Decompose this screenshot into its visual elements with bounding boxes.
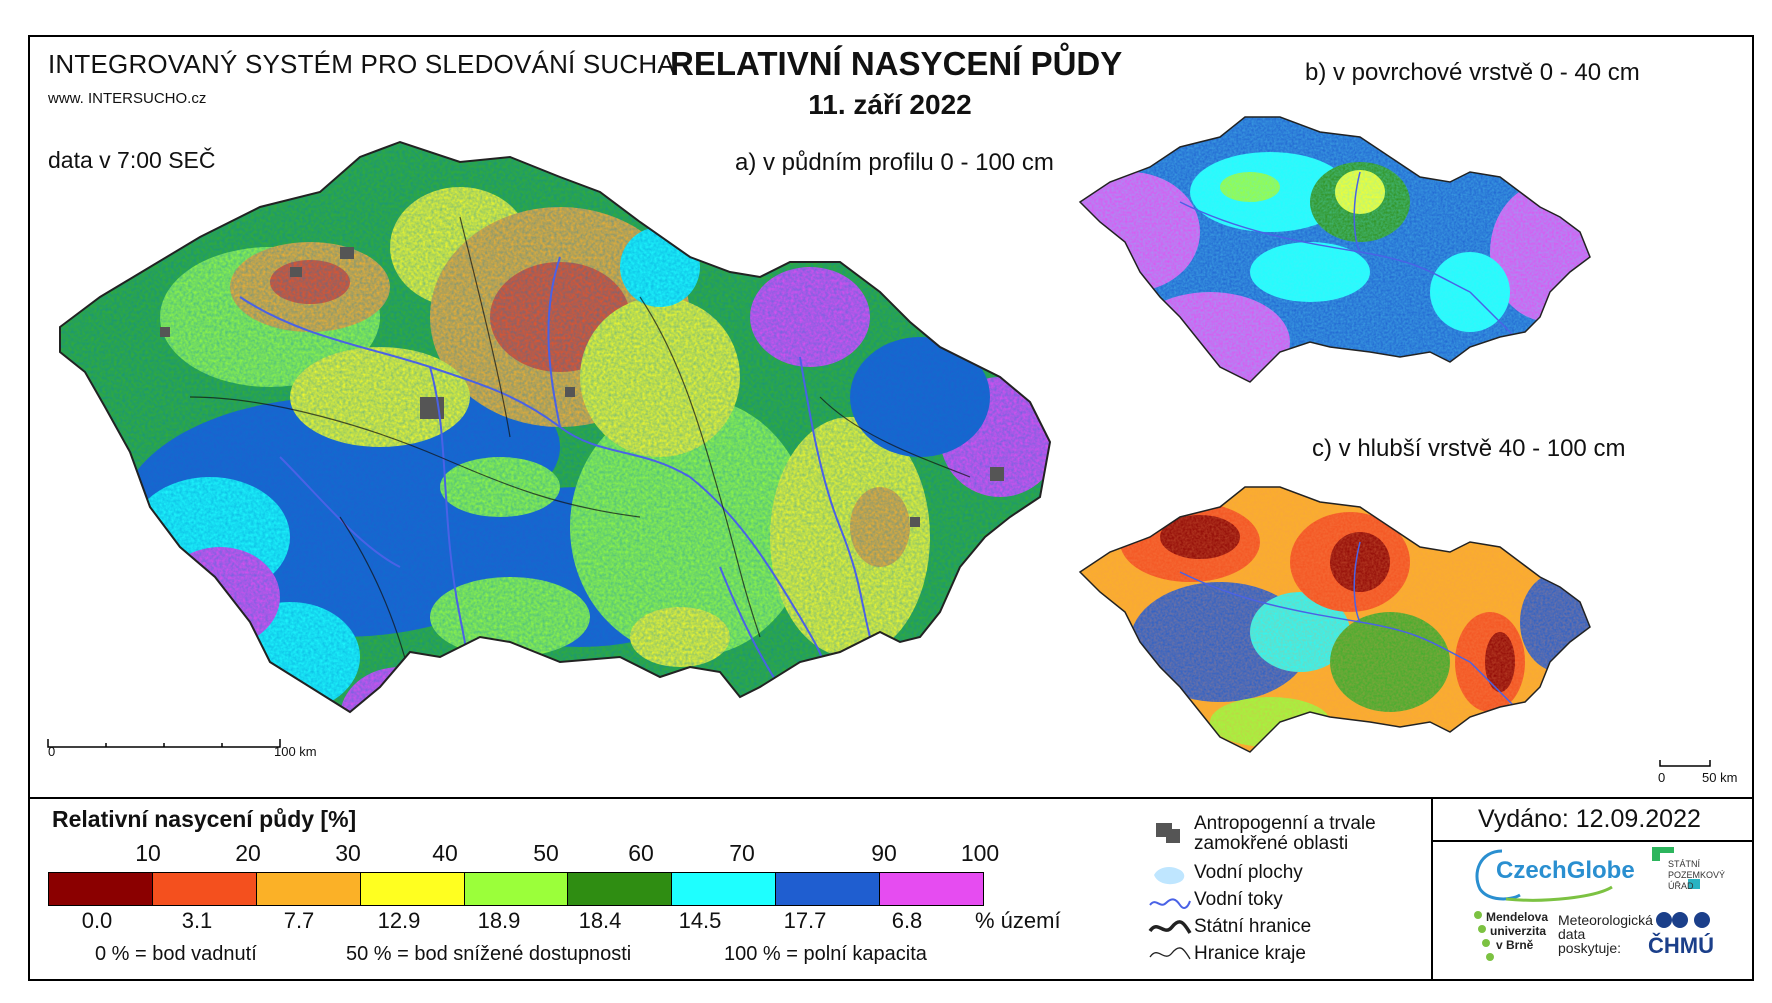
issued-date: Vydáno: 12.09.2022 — [1478, 805, 1701, 833]
map-a-full-profile — [47, 140, 1052, 748]
map-c-label: c) v hlubší vrstvě 40 - 100 cm — [1312, 435, 1626, 462]
spu-logo-text-2: POZEMKOVÝ — [1668, 870, 1726, 880]
legend-class-percent: 3.1 — [181, 908, 213, 933]
legend-class-percent: 17.7 — [783, 908, 827, 933]
mendel-logo-dots-icon — [1474, 911, 1494, 961]
legend-antro-label-2: zamokřené oblasti — [1194, 833, 1349, 854]
legend-class-swatch — [360, 873, 465, 905]
met-data-text-3: poskytuje: — [1558, 940, 1622, 956]
legend-tick: 40 — [432, 840, 458, 866]
map-sheet: INTEGROVANÝ SYSTÉM PRO SLEDOVÁNÍ SUCHA w… — [28, 35, 1754, 981]
scale-a-zero: 0 — [48, 744, 56, 759]
met-data-text: Meteorologická — [1558, 912, 1653, 928]
legend-class-swatch — [880, 873, 984, 905]
legend-class-percent: 0.0 — [81, 908, 113, 933]
spu-logo-icon — [1652, 847, 1700, 889]
map-b-surface-layer — [1078, 116, 1591, 383]
mendel-logo-text-3: v Brně — [1496, 938, 1534, 952]
legend-percent-unit: % území — [975, 908, 1061, 933]
mendel-logo-text: Mendelova — [1486, 910, 1549, 924]
water-body-icon — [1154, 867, 1185, 885]
legend-class-swatch — [256, 873, 361, 905]
legend-title: Relativní nasycení půdy [%] — [52, 806, 357, 832]
map-c-deep-layer — [1078, 486, 1711, 767]
region-border-icon — [1149, 947, 1191, 960]
legend-class-percent: 7.7 — [283, 908, 315, 933]
legend-tick: 30 — [335, 840, 361, 866]
note-wilting-point: 0 % = bod vadnutí — [95, 943, 257, 965]
map-b-label: b) v povrchové vrstvě 0 - 40 cm — [1305, 59, 1640, 86]
system-title: INTEGROVANÝ SYSTÉM PRO SLEDOVÁNÍ SUCHA — [48, 49, 675, 79]
map-date: 11. září 2022 — [808, 89, 972, 120]
legend-class-percent: 6.8 — [891, 908, 923, 933]
legend-class-swatch — [568, 873, 673, 905]
legend-class-percent: 12.9 — [377, 908, 421, 933]
river-icon — [1149, 898, 1191, 909]
scale-c-zero: 0 — [1658, 770, 1666, 785]
legend-class-swatch — [776, 873, 881, 905]
legend-antro-label: Antropogenní a trvale — [1194, 813, 1376, 834]
legend-class-swatch — [672, 873, 777, 905]
antropogenic-area-icon — [1156, 823, 1180, 843]
legend-class-swatch — [152, 873, 257, 905]
legend-tick: 20 — [235, 840, 261, 866]
czechglobe-logo: CzechGlobe — [1496, 857, 1635, 884]
legend-class-percent: 14.5 — [678, 908, 722, 933]
scale-bar-c — [1659, 760, 1711, 767]
legend-class-swatch — [49, 873, 153, 905]
map-title: RELATIVNÍ NASYCENÍ PŮDY — [670, 45, 1123, 82]
legend-region-border-label: Hranice kraje — [1194, 943, 1306, 964]
scale-a-end: 100 km — [274, 744, 317, 759]
scale-bar-a — [47, 739, 281, 748]
legend-rivers-label: Vodní toky — [1194, 889, 1283, 910]
legend-color-bar — [48, 872, 984, 906]
legend-water-label: Vodní plochy — [1194, 862, 1303, 883]
spu-logo-text-3: ÚŘAD — [1668, 881, 1694, 891]
legend-class-swatch — [464, 873, 569, 905]
website-url[interactable]: www. INTERSUCHO.cz — [48, 90, 207, 107]
legend-tick: 100 — [960, 840, 1000, 866]
mendel-logo-text-2: univerzita — [1490, 924, 1547, 938]
issued-divider — [1431, 840, 1752, 842]
legend-class-percent: 18.4 — [578, 908, 622, 933]
footer-divider — [1431, 797, 1433, 979]
legend-class-percent: 18.9 — [477, 908, 521, 933]
legend-tick: 50 — [533, 840, 559, 866]
legend-tick: 70 — [729, 840, 755, 866]
legend-tick: 90 — [871, 840, 897, 866]
czechglobe-logo-arc-icon — [1475, 849, 1613, 902]
legend-divider — [30, 797, 1752, 799]
state-border-icon — [1148, 920, 1192, 934]
legend-tick: 60 — [628, 840, 654, 866]
spu-logo-text: STÁTNÍ — [1668, 859, 1701, 869]
data-time-label: data v 7:00 SEČ — [48, 147, 216, 173]
chmu-logo: ČHMÚ — [1648, 933, 1714, 958]
note-reduced-availability: 50 % = bod snížené dostupnosti — [346, 943, 632, 965]
met-data-text-2: data — [1558, 926, 1586, 942]
scale-c-end: 50 km — [1702, 770, 1738, 785]
map-a-label: a) v půdním profilu 0 - 100 cm — [735, 149, 1054, 176]
chmu-logo-icon — [1656, 912, 1710, 928]
legend-state-border-label: Státní hranice — [1194, 916, 1312, 937]
legend-tick: 10 — [135, 840, 161, 866]
note-field-capacity: 100 % = polní kapacita — [724, 943, 927, 965]
